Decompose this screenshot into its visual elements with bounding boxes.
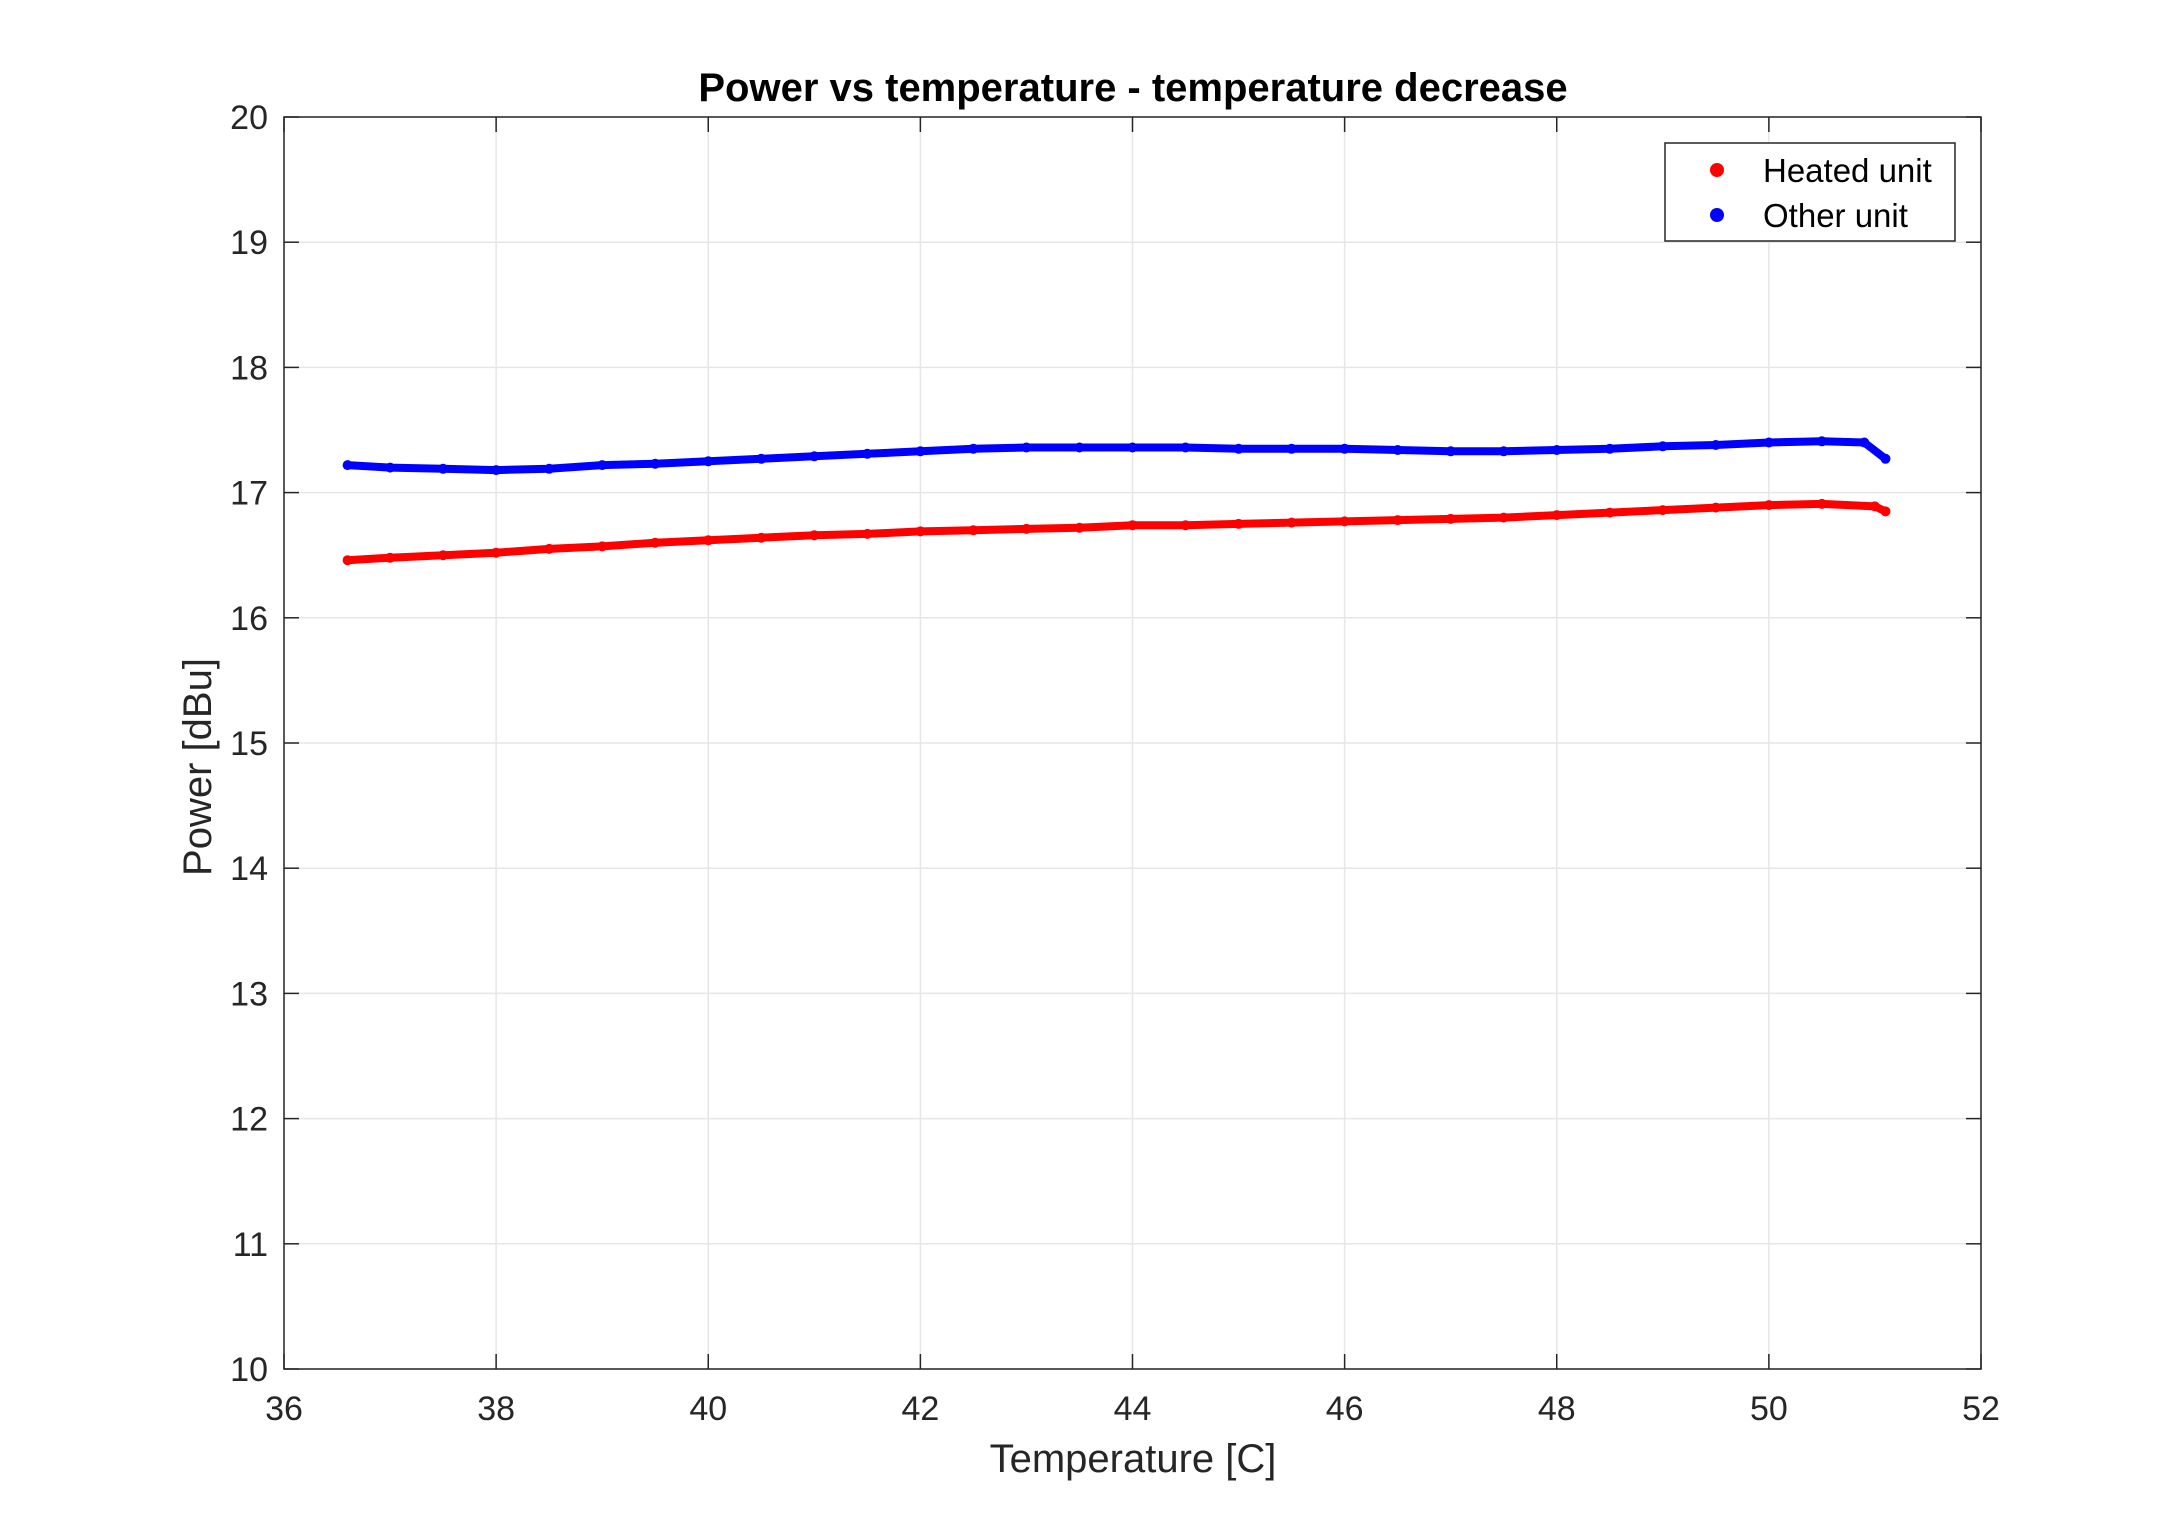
data-point bbox=[703, 535, 714, 546]
y-tick-label: 16 bbox=[230, 600, 268, 638]
x-tick-label: 36 bbox=[265, 1390, 303, 1428]
data-point bbox=[1127, 442, 1138, 453]
data-point bbox=[1710, 440, 1721, 450]
data-point bbox=[1880, 506, 1891, 517]
data-point bbox=[1392, 515, 1403, 526]
y-axis-label: Power [dBu] bbox=[176, 658, 220, 876]
data-point bbox=[1074, 522, 1085, 533]
data-point bbox=[1127, 520, 1138, 531]
data-point bbox=[1816, 436, 1827, 447]
data-point bbox=[1604, 443, 1615, 454]
data-point bbox=[1657, 505, 1668, 516]
data-point bbox=[438, 463, 449, 474]
data-point bbox=[1233, 443, 1244, 454]
y-tick-label: 10 bbox=[230, 1351, 268, 1389]
data-point bbox=[1339, 443, 1350, 454]
data-point bbox=[915, 526, 926, 537]
data-point bbox=[1498, 512, 1509, 523]
data-point bbox=[1286, 443, 1297, 454]
legend-box bbox=[1664, 142, 1956, 242]
data-point bbox=[756, 453, 767, 464]
x-tick-label: 44 bbox=[1114, 1390, 1152, 1428]
x-tick-label: 46 bbox=[1326, 1390, 1364, 1428]
y-tick-label: 14 bbox=[230, 850, 268, 888]
data-point bbox=[385, 552, 396, 563]
data-point bbox=[756, 532, 767, 543]
data-point bbox=[1021, 442, 1032, 453]
data-point bbox=[968, 525, 979, 536]
data-point bbox=[1551, 510, 1562, 521]
series-heated-unit bbox=[342, 498, 1891, 566]
x-tick-label: 42 bbox=[901, 1390, 939, 1428]
x-tick-label: 40 bbox=[689, 1390, 727, 1428]
legend-label-heated-unit: Heated unit bbox=[1763, 152, 1932, 189]
x-tick-label: 50 bbox=[1750, 1390, 1788, 1428]
data-point bbox=[650, 458, 661, 469]
data-point bbox=[1445, 446, 1456, 457]
data-point bbox=[862, 528, 873, 539]
x-tick-label: 52 bbox=[1962, 1390, 2000, 1428]
chart-title: Power vs temperature - temperature decre… bbox=[698, 66, 1567, 110]
data-point bbox=[1763, 437, 1774, 448]
data-point bbox=[1604, 507, 1615, 518]
axis-ticks: 36 38 40 42 44 46 48 50 52 10 11 12 13 14 15 16 17 18 19 20 bbox=[230, 99, 2000, 1428]
data-point bbox=[597, 541, 608, 552]
series-other-unit bbox=[342, 436, 1891, 476]
data-point bbox=[1816, 498, 1827, 509]
data-point bbox=[1710, 502, 1721, 513]
data-point bbox=[1180, 442, 1191, 453]
data-point bbox=[809, 530, 820, 541]
data-point bbox=[1339, 516, 1350, 527]
data-point bbox=[1445, 513, 1456, 524]
data-point bbox=[650, 537, 661, 548]
data-point bbox=[809, 451, 820, 462]
data-point bbox=[1657, 441, 1668, 452]
data-point bbox=[703, 456, 714, 467]
y-tick-label: 11 bbox=[233, 1226, 268, 1264]
x-tick-label: 38 bbox=[477, 1390, 515, 1428]
data-point bbox=[342, 555, 353, 566]
data-point bbox=[1551, 445, 1562, 455]
data-point bbox=[1763, 500, 1774, 511]
data-point bbox=[438, 550, 449, 561]
legend-marker-other-unit bbox=[1710, 208, 1724, 222]
data-point bbox=[1021, 523, 1032, 534]
data-point bbox=[862, 448, 873, 459]
data-point bbox=[1859, 437, 1870, 448]
data-series bbox=[342, 436, 1891, 566]
data-point bbox=[1498, 446, 1509, 457]
data-point bbox=[342, 460, 353, 471]
data-point bbox=[1233, 518, 1244, 529]
data-point bbox=[1074, 442, 1085, 453]
data-point bbox=[385, 462, 396, 473]
data-point bbox=[968, 443, 979, 454]
data-point bbox=[1286, 517, 1297, 528]
data-point bbox=[1869, 501, 1880, 512]
y-tick-label: 20 bbox=[230, 99, 268, 137]
data-point bbox=[915, 446, 926, 457]
y-tick-label: 18 bbox=[230, 349, 268, 387]
data-point bbox=[597, 460, 608, 471]
x-tick-label: 48 bbox=[1538, 1390, 1576, 1428]
data-point bbox=[1392, 445, 1403, 455]
legend: Heated unit Other unit bbox=[1664, 142, 1956, 242]
y-tick-label: 19 bbox=[230, 224, 268, 262]
data-point bbox=[1180, 520, 1191, 531]
legend-label-other-unit: Other unit bbox=[1763, 197, 1908, 234]
x-axis-label: Temperature [C] bbox=[990, 1437, 1277, 1481]
y-tick-label: 17 bbox=[230, 475, 268, 513]
data-point bbox=[1880, 453, 1891, 464]
data-point bbox=[491, 465, 502, 476]
y-tick-label: 13 bbox=[230, 975, 268, 1013]
y-tick-label: 15 bbox=[230, 725, 268, 763]
y-tick-label: 12 bbox=[230, 1101, 268, 1139]
data-point bbox=[544, 543, 555, 554]
data-point bbox=[491, 547, 502, 558]
data-point bbox=[544, 463, 555, 474]
legend-marker-heated-unit bbox=[1710, 163, 1724, 177]
